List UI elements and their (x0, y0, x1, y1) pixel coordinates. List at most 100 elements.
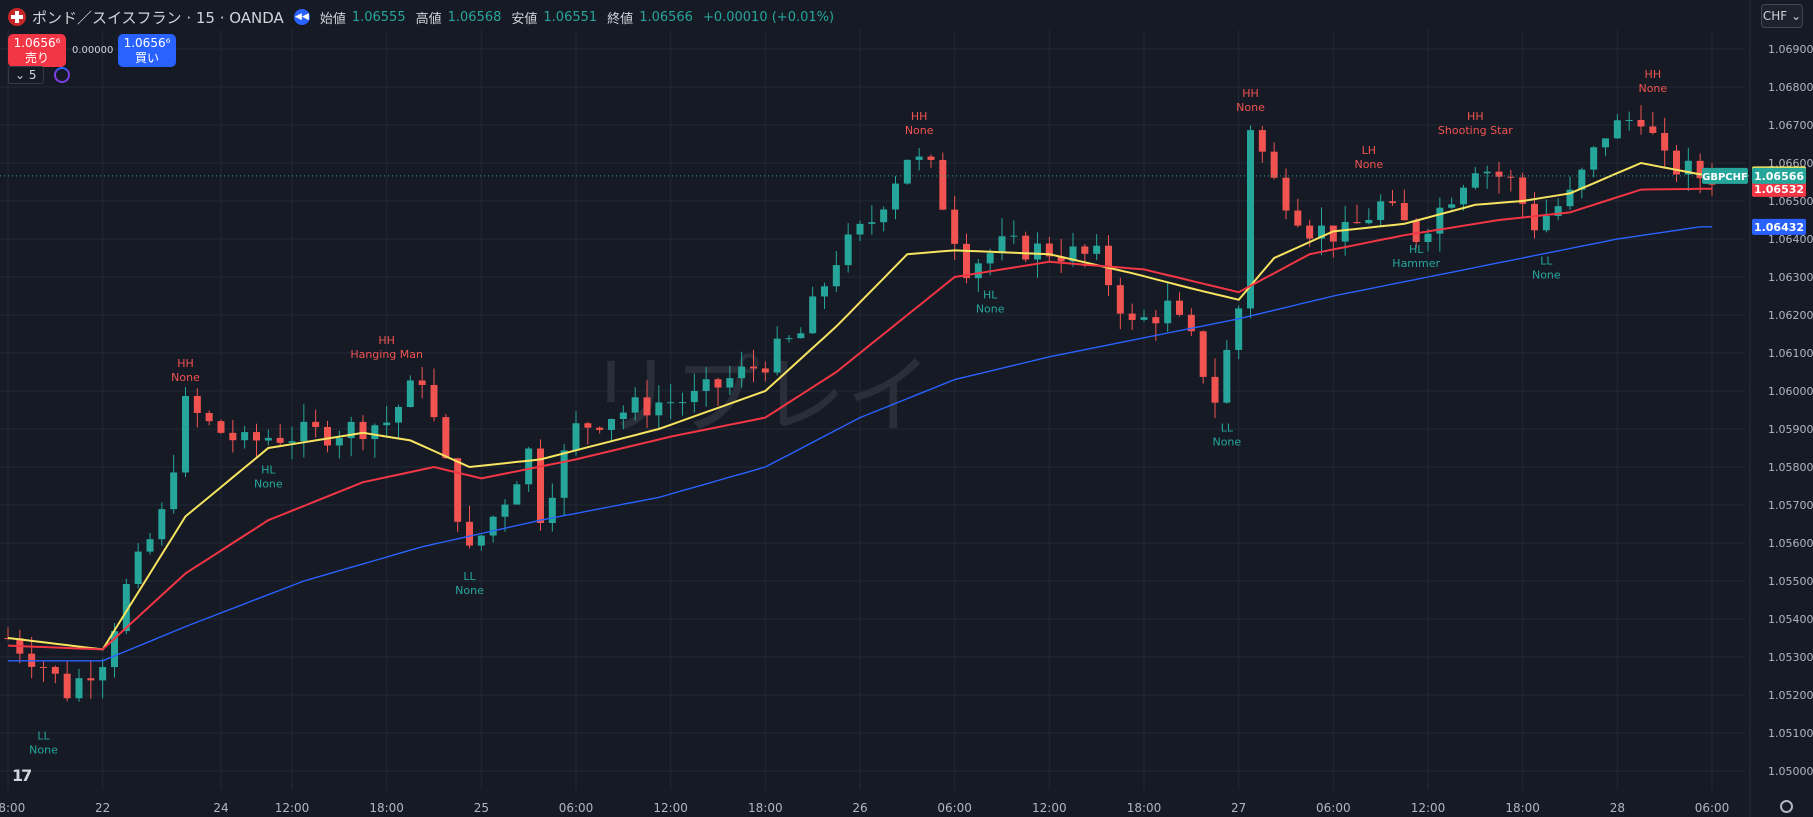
x-tick-label: 27 (1231, 801, 1246, 815)
candle-body (1105, 245, 1112, 286)
x-tick-label: 28 (1610, 801, 1625, 815)
candle-body (679, 402, 686, 404)
y-tick-label: 1.06400 (1768, 233, 1813, 246)
candle-body (241, 432, 249, 441)
swing-type-label: HH (378, 334, 395, 347)
sell-button[interactable]: 1.0656⁶ 売り (8, 34, 66, 67)
candle-body (182, 395, 189, 473)
settings-gear-icon[interactable] (1780, 800, 1793, 813)
high-label: 高値 (415, 11, 442, 27)
swing-pattern-label: None (29, 743, 58, 756)
chevron-down-icon: ⌄ (15, 68, 26, 82)
y-tick-label: 1.05800 (1768, 461, 1813, 474)
candle-body (915, 156, 923, 160)
candle-body (1282, 177, 1290, 211)
x-tick-label: 26 (852, 801, 867, 815)
buy-button[interactable]: 1.0656⁶ 買い (118, 34, 176, 67)
candle-body (442, 417, 450, 459)
candle-body (1412, 220, 1420, 242)
tradingview-logo-icon[interactable]: 17 (12, 766, 32, 785)
candle-body (856, 223, 864, 235)
swing-type-label: HL (261, 463, 276, 476)
candle-body (63, 673, 71, 699)
candle-body (1152, 317, 1160, 324)
candle-body (371, 425, 379, 440)
chevron-down-icon: ⌄ (1791, 9, 1802, 23)
candle-body (1377, 201, 1385, 220)
y-tick-label: 1.05700 (1768, 499, 1813, 512)
candle-body (548, 497, 556, 523)
candle-body (1424, 233, 1432, 242)
swing-pattern-label: Hanging Man (350, 348, 423, 361)
swing-type-label: HH (1645, 68, 1662, 81)
swing-type-label: HL (1409, 243, 1424, 256)
candle-body (619, 412, 627, 420)
candle-body (111, 631, 118, 668)
candle-body (1034, 243, 1041, 260)
candle-body (1093, 245, 1101, 254)
x-tick-label: 18:00 (369, 801, 404, 815)
candle-body (1057, 256, 1065, 262)
candle-body (655, 402, 663, 416)
replay-watermark: リプレイ (588, 346, 932, 446)
candle-body (1235, 308, 1243, 350)
candle-body (714, 379, 722, 388)
candle-body (253, 432, 260, 441)
candle-body (750, 366, 757, 369)
candle-body (1329, 225, 1337, 242)
candle-body (773, 338, 781, 373)
candle-body (809, 296, 817, 334)
candle-body (1625, 120, 1633, 122)
symbol-name[interactable]: ポンド／スイスフラン · 15 · OANDA (32, 8, 284, 27)
trade-panel: 1.0656⁶ 売り 0.00000 1.0656⁶ 買い (8, 34, 176, 67)
candle-body (418, 380, 426, 385)
candle-body (1081, 246, 1089, 254)
x-tick-label: 22 (95, 801, 110, 815)
y-tick-label: 1.06500 (1768, 195, 1813, 208)
gbp-chf-flag-icon (8, 8, 26, 26)
candle-body (738, 366, 746, 379)
candle-body (1696, 160, 1704, 179)
ema-line-3 (8, 226, 1712, 662)
swing-pattern-label: None (1638, 82, 1667, 95)
swing-type-label: HH (1467, 110, 1484, 123)
swing-pattern-label: Shooting Star (1438, 124, 1513, 137)
ema-slow-price-label-box (1752, 218, 1806, 235)
y-tick-label: 1.05500 (1768, 575, 1813, 588)
swing-type-label: HH (911, 110, 928, 123)
candle-body (406, 380, 414, 408)
candle-body (1022, 235, 1030, 260)
buy-price: 1.0656⁶ (123, 36, 171, 50)
candle-body (489, 516, 497, 536)
candle-body (264, 437, 272, 441)
last-price-label-box (1752, 167, 1806, 184)
candle-body (1448, 204, 1456, 208)
candle-body (1684, 160, 1692, 175)
candle-body (300, 421, 308, 442)
candle-body (1649, 126, 1657, 133)
candle-body (1164, 300, 1172, 324)
candle-body (1590, 147, 1598, 170)
candle-body (821, 286, 828, 297)
swing-pattern-label: None (1236, 101, 1265, 114)
swing-type-label: LL (37, 729, 50, 742)
buy-label: 買い (134, 51, 159, 65)
ema-mid-price-label-box (1752, 180, 1806, 197)
candle-body (525, 448, 533, 485)
last-price-label: 1.06566 (1754, 170, 1804, 183)
indicator-toggle-button[interactable]: ⌄ 5 (8, 66, 44, 84)
candle-body (1341, 222, 1349, 242)
candle-body (1554, 206, 1562, 216)
candle-body (477, 535, 485, 546)
candle-body (1247, 130, 1254, 309)
low-label: 安値 (511, 11, 538, 27)
currency-select[interactable]: CHF ⌄ (1761, 4, 1803, 28)
candle-body (288, 441, 296, 443)
replay-rewind-icon[interactable]: ◀◀ (293, 9, 310, 25)
x-tick-label: 18:00 (748, 801, 783, 815)
candle-body (892, 183, 899, 210)
candle-body (1507, 176, 1515, 178)
candle-body (1306, 225, 1314, 239)
candle-body (1436, 207, 1444, 234)
